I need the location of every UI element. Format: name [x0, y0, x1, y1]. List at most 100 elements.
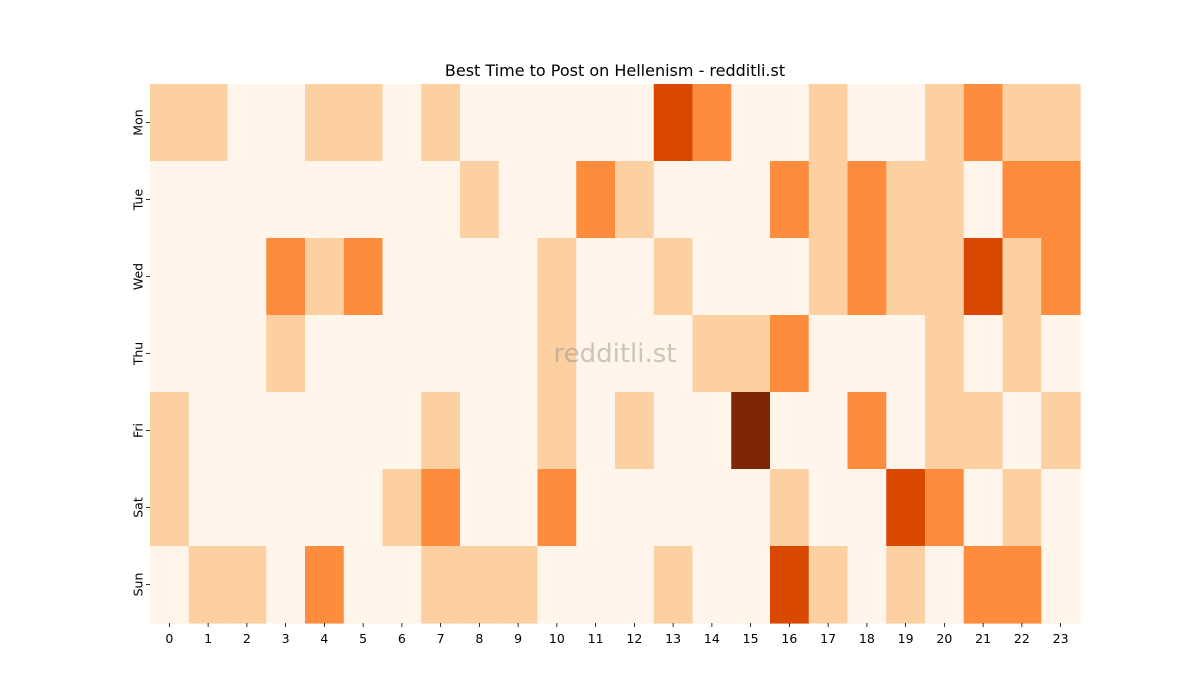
heatmap-cell-thu-17 — [808, 315, 849, 393]
heatmap-cell-thu-9 — [498, 315, 539, 393]
y-tick-label: Tue — [131, 189, 146, 212]
x-tick-label: 2 — [243, 631, 251, 646]
heatmap-cell-thu-15 — [731, 315, 771, 393]
heatmap-cell-sat-20 — [925, 469, 965, 547]
heatmap-cell-fri-20 — [925, 392, 965, 470]
heatmap-cell-mon-4 — [305, 84, 345, 162]
heatmap-cell-tue-21 — [963, 161, 1004, 239]
heatmap-cell-sat-15 — [731, 469, 771, 547]
watermark: redditli.st — [554, 339, 677, 369]
x-tick-label: 15 — [743, 631, 759, 646]
heatmap-cell-sun-20 — [925, 546, 965, 624]
heatmap-cell-thu-11 — [576, 315, 616, 393]
heatmap-cell-fri-7 — [421, 392, 461, 470]
x-tick-label: 9 — [514, 631, 522, 646]
heatmap-cell-tue-0 — [150, 161, 190, 239]
heatmap-cell-sun-2 — [227, 546, 267, 624]
heatmap-cell-mon-14 — [692, 84, 732, 162]
heatmap-cell-thu-19 — [886, 315, 926, 393]
heatmap-cell-wed-14 — [692, 238, 732, 316]
heatmap-cell-thu-10 — [537, 315, 577, 393]
heatmap-cell-wed-6 — [382, 238, 422, 316]
heatmap-cell-fri-1 — [188, 392, 229, 470]
heatmap-cell-sat-0 — [150, 469, 190, 547]
heatmap-cell-fri-23 — [1041, 392, 1081, 470]
heatmap-cell-wed-20 — [925, 238, 965, 316]
y-tick-label: Thu — [131, 342, 146, 366]
heatmap-cell-tue-1 — [188, 161, 229, 239]
heatmap-cell-tue-16 — [770, 161, 810, 239]
heatmap-cell-wed-11 — [576, 238, 616, 316]
heatmap-cell-sun-5 — [343, 546, 384, 624]
heatmap-cell-sun-1 — [188, 546, 229, 624]
heatmap-cell-fri-5 — [343, 392, 384, 470]
heatmap-cell-fri-15 — [731, 392, 771, 470]
heatmap-cell-tue-8 — [460, 161, 500, 239]
heatmap-cell-thu-22 — [1002, 315, 1042, 393]
y-tick-label: Fri — [131, 423, 146, 438]
x-tick-label: 13 — [665, 631, 681, 646]
heatmap-cell-tue-19 — [886, 161, 926, 239]
heatmap-cell-mon-17 — [808, 84, 849, 162]
heatmap-cell-sat-3 — [266, 469, 306, 547]
heatmap-cell-fri-0 — [150, 392, 190, 470]
heatmap-cell-sat-7 — [421, 469, 461, 547]
chart-title: Best Time to Post on Hellenism - redditl… — [445, 61, 785, 80]
heatmap-cell-fri-2 — [227, 392, 267, 470]
heatmap-cell-mon-16 — [770, 84, 810, 162]
heatmap-cell-thu-8 — [460, 315, 500, 393]
heatmap-cell-mon-9 — [498, 84, 539, 162]
heatmap-cell-sun-7 — [421, 546, 461, 624]
x-tick-label: 4 — [320, 631, 328, 646]
heatmap-cell-sat-18 — [847, 469, 887, 547]
heatmap-cell-sun-11 — [576, 546, 616, 624]
heatmap-cell-tue-20 — [925, 161, 965, 239]
heatmap-cell-sun-12 — [615, 546, 655, 624]
heatmap-cell-wed-21 — [963, 238, 1004, 316]
heatmap-cell-tue-2 — [227, 161, 267, 239]
heatmap-cell-fri-6 — [382, 392, 422, 470]
heatmap-cell-thu-2 — [227, 315, 267, 393]
heatmap-cell-mon-19 — [886, 84, 926, 162]
heatmap-cell-sat-17 — [808, 469, 849, 547]
x-tick-label: 20 — [936, 631, 952, 646]
heatmap-cell-sat-23 — [1041, 469, 1081, 547]
heatmap-cell-tue-4 — [305, 161, 345, 239]
heatmap-cell-thu-6 — [382, 315, 422, 393]
heatmap-cell-tue-17 — [808, 161, 849, 239]
heatmap-cell-fri-11 — [576, 392, 616, 470]
heatmap-cell-sat-9 — [498, 469, 539, 547]
heatmap-cell-mon-8 — [460, 84, 500, 162]
heatmap-cell-sun-8 — [460, 546, 500, 624]
heatmap-cell-sat-16 — [770, 469, 810, 547]
heatmap-cell-wed-17 — [808, 238, 849, 316]
y-tick-label: Sun — [131, 573, 146, 597]
heatmap-cell-wed-16 — [770, 238, 810, 316]
x-tick-label: 6 — [398, 631, 406, 646]
heatmap-cell-thu-16 — [770, 315, 810, 393]
heatmap-cell-tue-11 — [576, 161, 616, 239]
heatmap-cell-sun-9 — [498, 546, 539, 624]
heatmap-cell-mon-2 — [227, 84, 267, 162]
heatmap-cell-sat-4 — [305, 469, 345, 547]
heatmap-cell-fri-16 — [770, 392, 810, 470]
heatmap-cell-sun-6 — [382, 546, 422, 624]
x-tick-label: 21 — [975, 631, 991, 646]
x-tick-label: 10 — [549, 631, 565, 646]
heatmap-cell-tue-23 — [1041, 161, 1081, 239]
x-tick-label: 1 — [204, 631, 212, 646]
heatmap-cell-sat-8 — [460, 469, 500, 547]
heatmap-cell-mon-20 — [925, 84, 965, 162]
x-tick-label: 0 — [165, 631, 173, 646]
heatmap-cell-mon-5 — [343, 84, 384, 162]
heatmap-cell-mon-15 — [731, 84, 771, 162]
heatmap-cell-sun-18 — [847, 546, 887, 624]
heatmap-cell-thu-3 — [266, 315, 306, 393]
x-tick-label: 12 — [626, 631, 642, 646]
heatmap-cell-fri-12 — [615, 392, 655, 470]
heatmap-cell-sun-15 — [731, 546, 771, 624]
x-tick-label: 19 — [898, 631, 914, 646]
heatmap-cell-fri-14 — [692, 392, 732, 470]
heatmap-cell-fri-4 — [305, 392, 345, 470]
